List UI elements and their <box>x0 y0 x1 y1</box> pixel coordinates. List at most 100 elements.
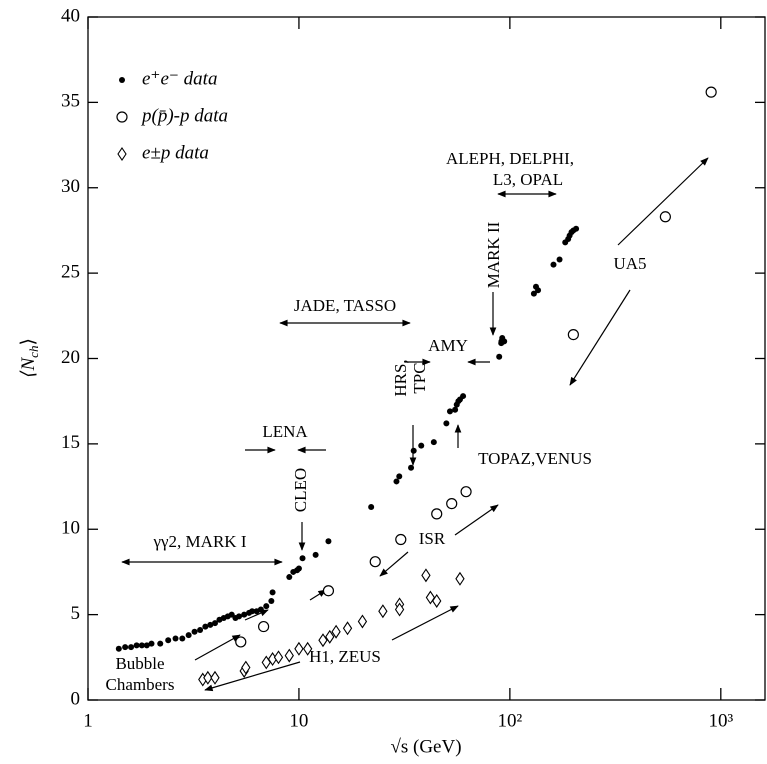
point <box>432 593 442 608</box>
point <box>241 660 251 675</box>
point <box>395 533 407 546</box>
point <box>496 353 503 360</box>
point <box>191 628 198 635</box>
point <box>452 406 459 413</box>
annotation: TOPAZ,VENUS <box>478 449 592 468</box>
arrow <box>617 157 709 246</box>
point <box>446 408 453 415</box>
point <box>550 261 557 268</box>
point <box>331 624 341 639</box>
point <box>172 635 179 642</box>
point <box>299 555 306 562</box>
y-tick-label: 0 <box>71 688 81 709</box>
point <box>122 644 129 651</box>
legend-label: e⁺e⁻ data <box>142 68 217 89</box>
arrow <box>454 504 499 536</box>
legend-marker <box>119 77 125 83</box>
point <box>408 464 415 471</box>
y-tick-label: 5 <box>71 603 81 624</box>
point <box>312 551 319 558</box>
arrow <box>244 609 269 621</box>
point <box>138 642 145 649</box>
y-label-sub: ch <box>26 346 41 358</box>
x-tick-label: 10 <box>289 710 308 731</box>
annotation: AMY <box>428 336 468 355</box>
annotation: Bubble <box>115 654 164 673</box>
point <box>115 645 122 652</box>
legend-marker <box>117 147 127 161</box>
y-label-main: ⟨N <box>18 356 39 377</box>
point <box>197 626 204 633</box>
point <box>249 608 256 615</box>
annotation: UA5 <box>613 254 646 273</box>
arrow <box>391 605 459 641</box>
point <box>185 632 192 639</box>
point <box>286 574 293 581</box>
point <box>378 604 388 619</box>
annotation: L3, OPAL <box>493 170 563 189</box>
annotation: LENA <box>262 422 308 441</box>
point <box>410 447 417 454</box>
point <box>659 211 671 223</box>
point <box>460 393 467 400</box>
point <box>235 636 247 648</box>
point <box>567 328 579 341</box>
point <box>241 611 248 618</box>
y-tick-label: 40 <box>61 5 80 26</box>
point <box>202 623 209 630</box>
x-tick-label: 10³ <box>708 710 733 731</box>
point <box>369 556 381 568</box>
point <box>443 420 450 427</box>
point <box>322 585 335 597</box>
point <box>257 606 264 613</box>
y-tick-label: 35 <box>61 91 80 112</box>
point <box>207 621 214 628</box>
point <box>165 637 172 644</box>
annotation: γγ2, MARK I <box>153 532 247 551</box>
point <box>203 670 213 685</box>
point <box>318 633 328 648</box>
arrow <box>569 289 631 386</box>
point <box>269 589 276 596</box>
point <box>573 225 580 232</box>
x-tick-label: 1 <box>83 710 93 731</box>
y-axis-label: ⟨Nch⟩ <box>18 338 41 378</box>
point <box>430 439 437 446</box>
arrow <box>194 634 241 661</box>
y-tick-label: 15 <box>61 432 80 453</box>
annotation: MARK II <box>484 221 503 288</box>
annotation: ALEPH, DELPHI, <box>446 149 574 168</box>
y-tick-label: 10 <box>61 518 80 539</box>
point <box>325 629 335 644</box>
point <box>556 256 563 263</box>
point <box>157 640 164 647</box>
legend-label: e±p data <box>142 142 209 163</box>
point <box>268 597 275 604</box>
point <box>179 635 186 642</box>
point <box>295 565 302 572</box>
annotation: JADE, TASSO <box>294 296 396 315</box>
annotation: Chambers <box>106 675 175 694</box>
annotation: ISR <box>419 529 446 548</box>
point <box>393 478 400 485</box>
point <box>342 621 353 636</box>
point <box>455 571 465 586</box>
y-label-end: ⟩ <box>18 338 39 345</box>
point <box>535 287 542 294</box>
legend-marker <box>116 111 128 123</box>
y-tick-label: 30 <box>61 176 80 197</box>
point <box>148 640 155 647</box>
point <box>357 614 368 629</box>
point <box>210 670 220 685</box>
point <box>418 442 425 449</box>
y-tick-label: 25 <box>61 261 80 282</box>
y-tick-label: 20 <box>61 347 80 368</box>
point <box>705 86 717 98</box>
point <box>284 648 294 663</box>
point <box>236 613 243 620</box>
point <box>258 620 270 633</box>
point <box>273 650 284 665</box>
point <box>143 642 150 649</box>
point <box>133 642 140 649</box>
annotation: CLEO <box>291 468 310 512</box>
